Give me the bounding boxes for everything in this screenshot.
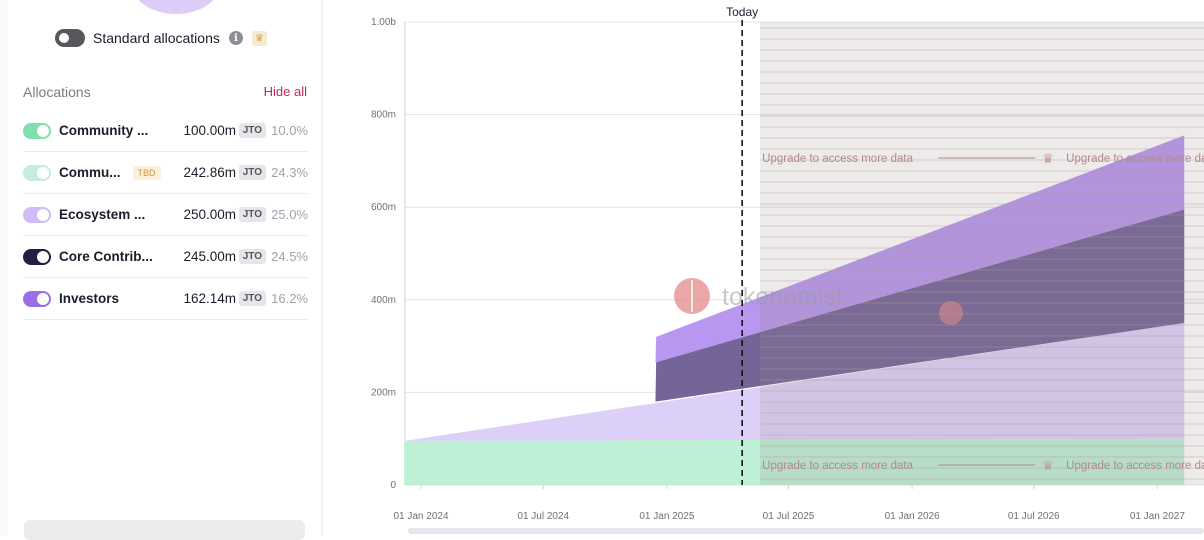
allocation-row-community-tbd[interactable]: Commu... TBD 242.86m JTO 24.3% xyxy=(23,152,308,194)
allocation-row-core-contributors[interactable]: Core Contrib... 245.00m JTO 24.5% xyxy=(23,236,308,278)
standard-allocations-toggle[interactable] xyxy=(55,29,85,47)
allocation-name: Investors xyxy=(59,291,120,306)
y-tick-label: 200m xyxy=(371,387,396,398)
allocation-percent: 10.0% xyxy=(271,123,308,138)
toggle-knob xyxy=(37,292,49,305)
y-tick-label: 600m xyxy=(371,202,396,213)
chart-canvas: 0 200m 400m 600m 800m 1.00b Today Upgrade to ac… xyxy=(371,5,1204,522)
x-tick-label: 01 Jan 2027 xyxy=(1130,511,1185,522)
token-badge: JTO xyxy=(238,123,266,138)
crown-icon: ♛ xyxy=(251,30,267,46)
allocation-name: Core Contrib... xyxy=(59,249,153,264)
allocation-percent: 24.3% xyxy=(271,165,308,180)
info-icon[interactable]: i xyxy=(228,31,243,45)
upgrade-text: Upgrade to access more data xyxy=(762,460,913,472)
allocation-name: Commu... xyxy=(59,165,121,180)
toggle-knob xyxy=(37,208,49,221)
y-tick-label: 0 xyxy=(390,480,396,491)
allocation-amount: 242.86m xyxy=(183,165,236,180)
allocation-percent: 16.2% xyxy=(271,291,308,306)
allocation-name: Community ... xyxy=(59,123,149,138)
x-tick-label: 01 Jul 2026 xyxy=(1008,511,1060,522)
toggle-knob xyxy=(37,250,49,263)
x-tick-label: 01 Jan 2026 xyxy=(885,511,940,522)
y-tick-label: 800m xyxy=(371,110,396,121)
series-area xyxy=(655,209,1185,402)
series-area xyxy=(404,322,1185,442)
allocation-toggle-community-tbd[interactable] xyxy=(23,164,51,181)
crown-icon: ♛ xyxy=(1042,152,1054,167)
toggle-knob xyxy=(37,166,49,179)
hide-all-button[interactable]: Hide all xyxy=(263,84,307,99)
tbd-badge: TBD xyxy=(132,165,161,180)
y-tick-label: 1.00b xyxy=(371,17,396,28)
locked-overlay xyxy=(760,22,1204,485)
series-area xyxy=(655,135,1185,363)
allocation-toggle-investors[interactable] xyxy=(23,290,51,307)
allocation-percent: 25.0% xyxy=(271,207,308,222)
allocations-header: Allocations Hide all xyxy=(23,84,307,102)
upgrade-text: Upgrade to access more data xyxy=(1066,460,1204,472)
allocation-percent: 24.5% xyxy=(271,249,308,264)
unlock-chart: 0 200m 400m 600m 800m 1.00b Today Upgrade to ac… xyxy=(330,0,1204,536)
allocations-panel: Standard allocations i ♛ Allocations Hid… xyxy=(0,0,323,540)
token-badge: JTO xyxy=(238,291,266,306)
allocation-amount: 250.00m xyxy=(183,207,236,222)
add-allocation-button[interactable] xyxy=(24,520,305,540)
toggle-knob xyxy=(37,124,49,137)
series-area xyxy=(404,438,1185,485)
token-badge: JTO xyxy=(238,249,266,264)
allocation-amount: 162.14m xyxy=(183,291,236,306)
allocation-name: Ecosystem ... xyxy=(59,207,146,222)
allocation-toggle-core-contributors[interactable] xyxy=(23,248,51,265)
watermark-logo-icon xyxy=(939,301,963,325)
token-badge: JTO xyxy=(238,207,266,222)
today-label: Today xyxy=(726,5,758,19)
toggle-knob xyxy=(59,33,69,43)
chart-scrollbar[interactable] xyxy=(408,528,1204,534)
allocation-amount: 100.00m xyxy=(183,123,236,138)
standard-allocations-label: Standard allocations xyxy=(93,30,220,46)
allocation-row-investors[interactable]: Investors 162.14m JTO 16.2% xyxy=(23,278,308,320)
allocation-amount: 245.00m xyxy=(183,249,236,264)
allocation-toggle-ecosystem[interactable] xyxy=(23,206,51,223)
allocations-title: Allocations xyxy=(23,84,91,100)
crown-icon: ♛ xyxy=(1042,459,1054,474)
upgrade-text: Upgrade to access more data xyxy=(762,153,913,165)
x-tick-label: 01 Jul 2025 xyxy=(763,511,815,522)
upgrade-text: Upgrade to access more data xyxy=(1066,153,1204,165)
token-logo xyxy=(133,0,219,14)
x-tick-label: 01 Jul 2024 xyxy=(517,511,569,522)
y-tick-label: 400m xyxy=(371,295,396,306)
token-badge: JTO xyxy=(238,165,266,180)
standard-allocations-row: Standard allocations i ♛ xyxy=(55,27,267,49)
watermark-text: tokenomist xyxy=(722,283,843,311)
allocation-row-community[interactable]: Community ... 100.00m JTO 10.0% xyxy=(23,110,308,152)
allocations-panel-inner xyxy=(8,0,320,536)
allocation-list: Community ... 100.00m JTO 10.0% Commu...… xyxy=(23,110,308,320)
x-tick-label: 01 Jan 2024 xyxy=(393,511,448,522)
allocation-row-ecosystem[interactable]: Ecosystem ... 250.00m JTO 25.0% xyxy=(23,194,308,236)
allocation-toggle-community[interactable] xyxy=(23,122,51,139)
x-tick-label: 01 Jan 2025 xyxy=(639,511,694,522)
